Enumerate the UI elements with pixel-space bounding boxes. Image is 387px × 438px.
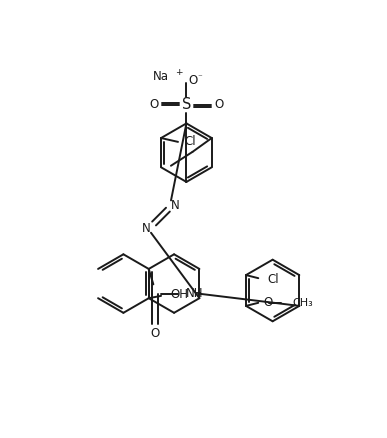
Text: Cl: Cl (185, 135, 196, 148)
Text: ⁻: ⁻ (198, 74, 203, 82)
Text: Cl: Cl (267, 273, 279, 286)
Text: Na: Na (153, 70, 169, 82)
Text: O: O (188, 74, 197, 87)
Text: O: O (150, 327, 159, 340)
Text: O: O (263, 297, 272, 309)
Text: N: N (171, 198, 180, 212)
Text: S: S (182, 97, 191, 113)
Text: +: + (175, 68, 182, 77)
Text: N: N (142, 222, 151, 235)
Text: CH₃: CH₃ (292, 298, 313, 308)
Text: O: O (149, 99, 159, 111)
Text: NH: NH (186, 287, 203, 300)
Text: O: O (214, 99, 223, 111)
Text: OH: OH (170, 288, 188, 301)
